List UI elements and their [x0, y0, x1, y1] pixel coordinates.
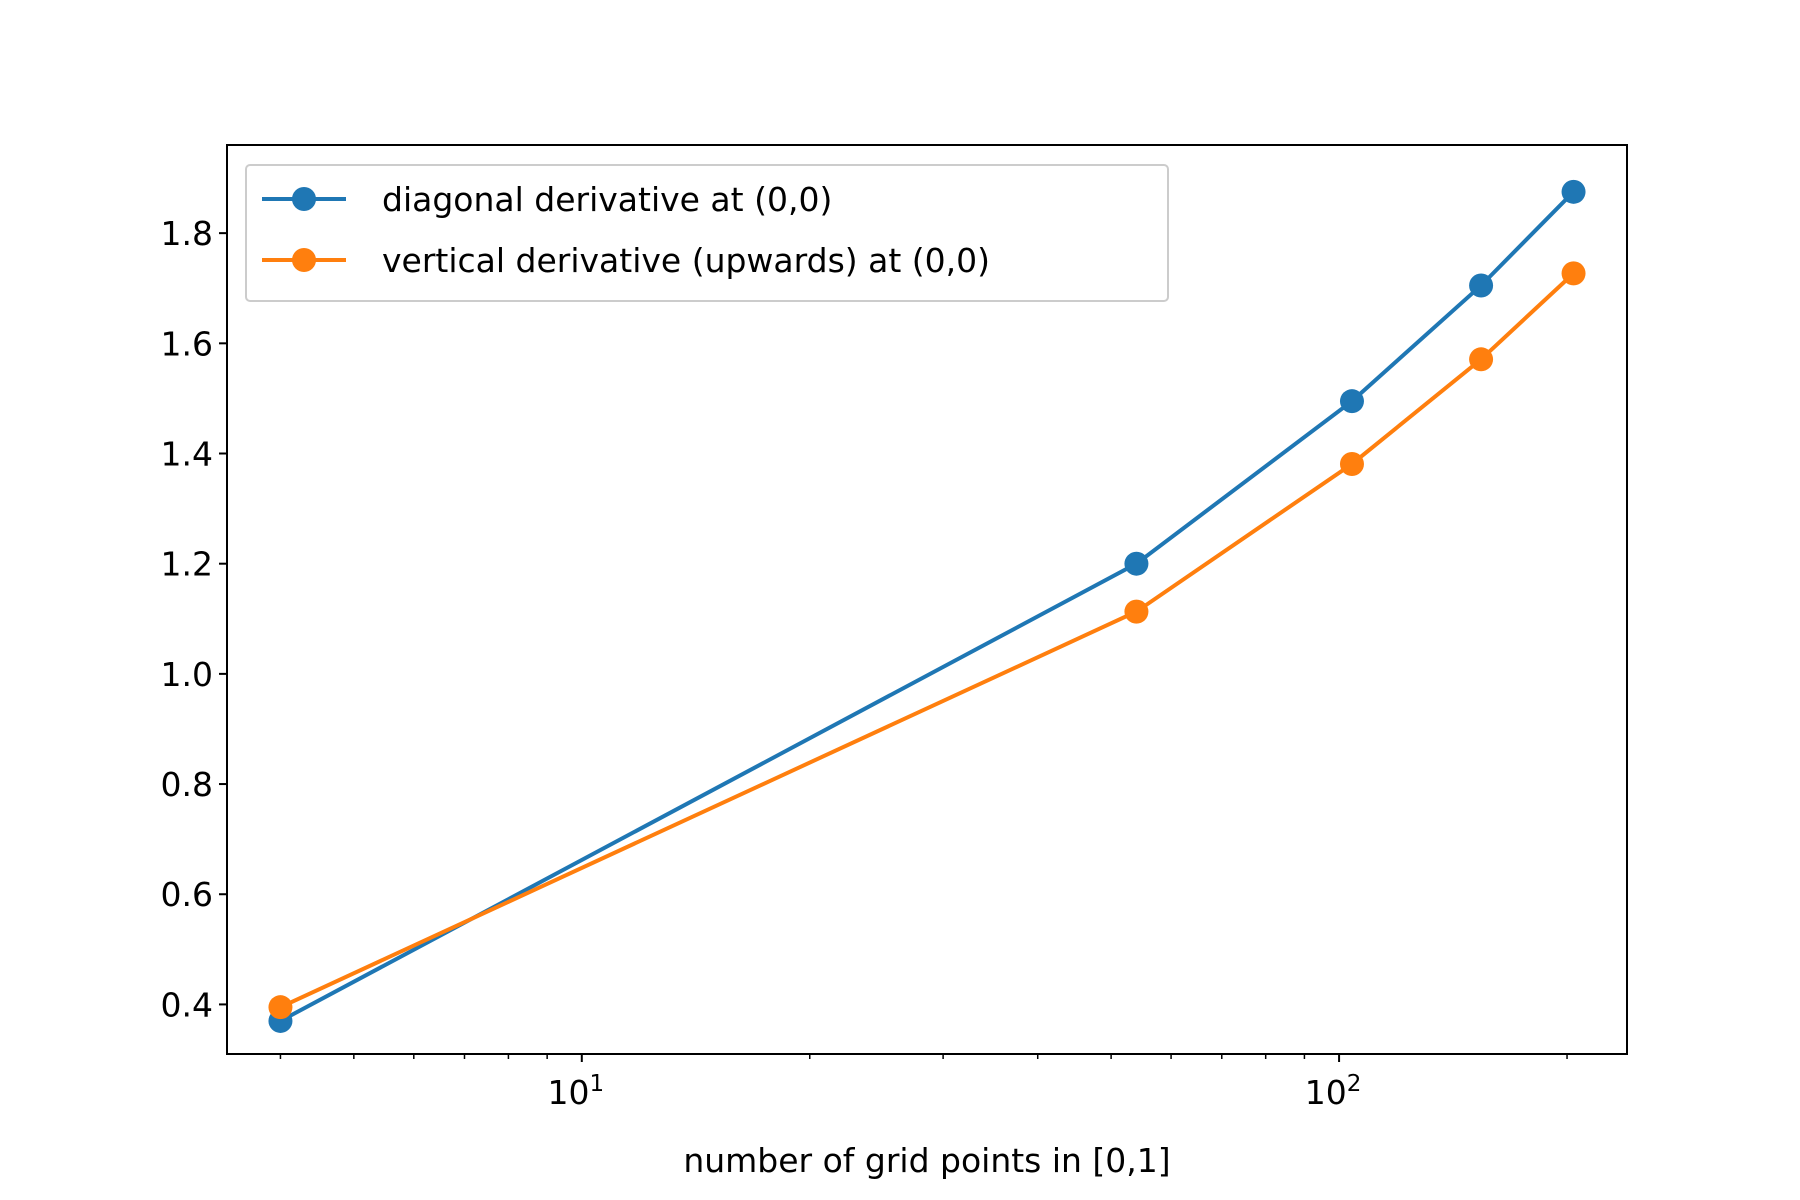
legend-label: diagonal derivative at (0,0): [382, 180, 832, 219]
data-point: [1339, 389, 1364, 414]
data-point: [268, 995, 293, 1020]
y-tick-label: 0.4: [161, 985, 213, 1024]
data-point: [1469, 273, 1494, 298]
series-1: [268, 179, 1586, 1033]
legend-marker: [292, 187, 316, 211]
axis-ticks: 0.4 0.6 0.8 1.0 1.2 1.4 1.6 1.8 101 102: [161, 214, 1568, 1112]
x-axis-label: number of grid points in [0,1]: [683, 1141, 1170, 1180]
legend-label: vertical derivative (upwards) at (0,0): [382, 241, 990, 280]
y-tick-label: 1.6: [161, 324, 213, 363]
y-tick-label: 1.2: [161, 545, 213, 584]
data-point: [1561, 179, 1586, 204]
legend-marker: [292, 248, 316, 272]
series-line: [279, 190, 1575, 1023]
y-tick-label: 0.6: [161, 875, 213, 914]
series-2: [268, 261, 1586, 1020]
legend-box: [245, 164, 1169, 302]
data-point: [1124, 599, 1149, 624]
plot-frame: [226, 144, 1628, 1055]
y-tick-label: 0.8: [161, 765, 213, 804]
data-point: [1124, 551, 1149, 576]
y-tick-label: 1.8: [161, 214, 213, 253]
legend-item: diagonal derivative at (0,0): [262, 180, 832, 219]
y-tick-label: 1.4: [161, 435, 213, 474]
y-tick-label: 1.0: [161, 655, 213, 694]
series-line: [279, 271, 1575, 1009]
x-tick-label: 102: [1305, 1071, 1362, 1112]
plot-series: [268, 179, 1586, 1033]
legend-item: vertical derivative (upwards) at (0,0): [262, 241, 990, 280]
data-point: [1561, 261, 1586, 286]
data-point: [1339, 451, 1364, 476]
data-point: [1469, 347, 1494, 372]
x-tick-label: 101: [547, 1071, 604, 1112]
legend: diagonal derivative at (0,0) vertical der…: [245, 164, 1169, 302]
